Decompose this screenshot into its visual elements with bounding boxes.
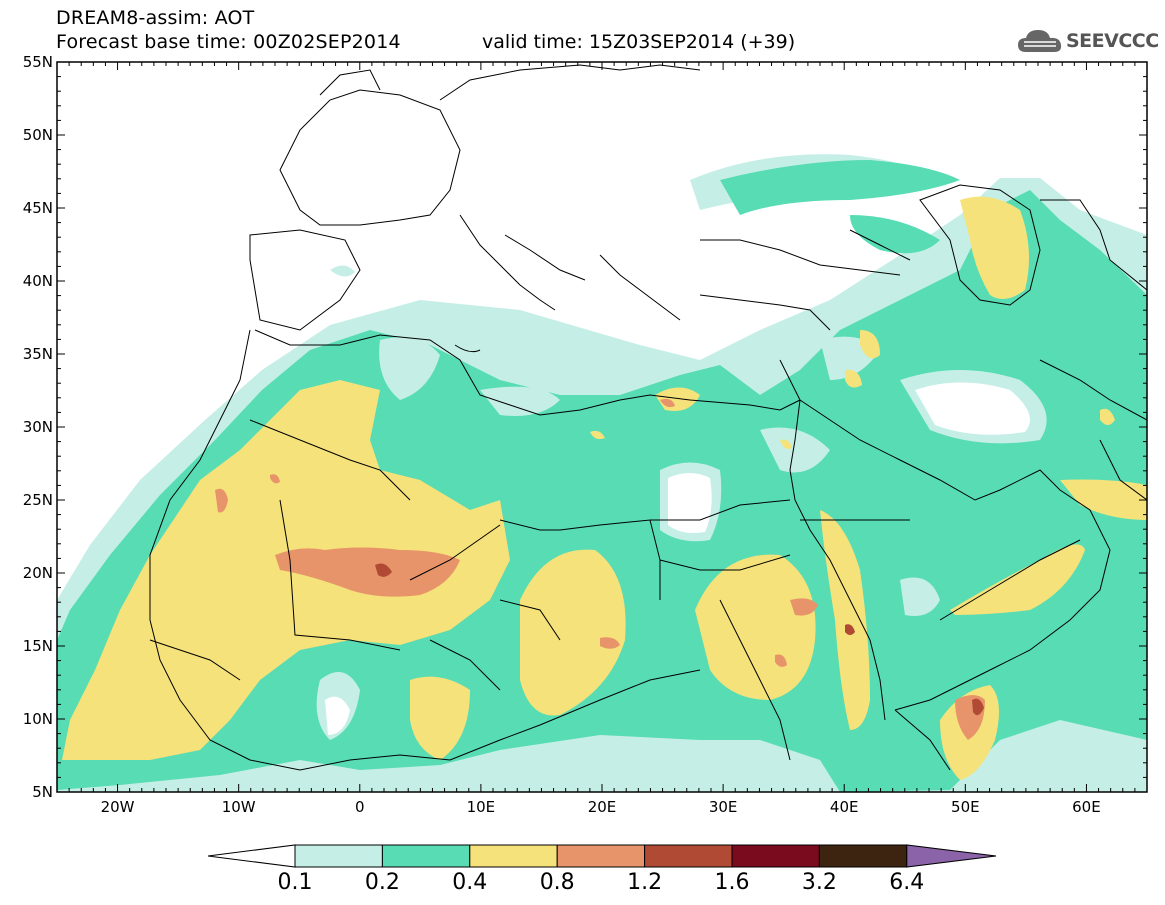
lat-label: 15N [23, 637, 53, 655]
lon-label: 30E [709, 798, 738, 816]
lon-label: 60E [1072, 798, 1101, 816]
lon-label: 50E [951, 798, 980, 816]
colorbar-label: 0.2 [364, 870, 400, 895]
colorbar-swatch [818, 844, 908, 868]
lat-label: 35N [23, 345, 53, 363]
colorbar-label: 0.8 [539, 870, 575, 895]
lon-label: 10W [222, 798, 256, 816]
lon-label: 20E [588, 798, 617, 816]
lat-label: 40N [23, 272, 53, 290]
lat-label: 5N [32, 783, 53, 801]
lat-label: 55N [23, 53, 53, 71]
colorbar-label: 6.4 [889, 870, 925, 895]
cloud-icon [1018, 30, 1062, 52]
lat-label: 45N [23, 199, 53, 217]
axis-ticks [56, 61, 1148, 793]
lat-label: 10N [23, 710, 53, 728]
colorbar-swatch [731, 844, 820, 868]
colorbar-label: 0.1 [277, 870, 313, 895]
colorbar-label: 1.6 [714, 870, 750, 895]
colorbar-swatch [556, 844, 646, 868]
colorbar-label: 0.4 [452, 870, 488, 895]
valid-time: valid time: 15Z03SEP2014 (+39) [482, 31, 796, 53]
logo-text: SEEVCCC [1066, 30, 1159, 52]
lat-label: 25N [23, 491, 53, 509]
lon-label: 40E [830, 798, 859, 816]
map-title: DREAM8-assim: AOT [56, 7, 255, 29]
colorbar-low-arrow [207, 844, 296, 868]
colorbar-label: 1.2 [627, 870, 663, 895]
latitude-labels: 55N 50N 45N 40N 35N 30N 25N 20N 15N 10N 5N [23, 53, 53, 801]
aot-field [57, 62, 1147, 792]
aot-contour-1.2 [375, 563, 392, 577]
colorbar-swatch [294, 844, 383, 868]
seevccc-logo: SEEVCCC [1016, 24, 1159, 58]
lat-label: 20N [23, 564, 53, 582]
colorbar-high-arrow [906, 844, 997, 868]
colorbar [207, 844, 997, 868]
lat-label: 30N [23, 418, 53, 436]
forecast-base-time: Forecast base time: 00Z02SEP2014 [56, 31, 401, 53]
lon-label: 10E [467, 798, 496, 816]
colorbar-swatch [469, 844, 558, 868]
lon-label: 20W [101, 798, 135, 816]
coastlines [149, 64, 1147, 771]
lat-label: 50N [23, 126, 53, 144]
longitude-labels: 20W 10W 0 10E 20E 30E 40E 50E 60E [101, 798, 1101, 816]
colorbar-swatch [644, 844, 733, 868]
aot-contour-0.8 [275, 547, 460, 597]
lon-label: 0 [355, 798, 365, 816]
colorbar-swatch [381, 844, 471, 868]
colorbar-label: 3.2 [801, 870, 837, 895]
